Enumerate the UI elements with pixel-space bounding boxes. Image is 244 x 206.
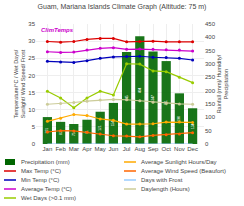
svg-text:Jan: Jan — [43, 146, 53, 152]
svg-text:50: 50 — [205, 128, 212, 134]
svg-text:ClimTemps: ClimTemps — [41, 27, 74, 33]
svg-text:5: 5 — [32, 124, 36, 130]
svg-text:Oct: Oct — [162, 146, 172, 152]
svg-text:75: 75 — [72, 132, 76, 136]
svg-text:91: 91 — [85, 130, 89, 134]
svg-text:Feb: Feb — [55, 146, 66, 152]
svg-text:400: 400 — [205, 34, 216, 40]
svg-text:200: 200 — [205, 88, 216, 94]
svg-text:Dec: Dec — [187, 146, 198, 152]
svg-text:10: 10 — [28, 107, 35, 113]
svg-text:134: 134 — [191, 123, 195, 129]
svg-text:300: 300 — [205, 61, 216, 67]
svg-text:Sep: Sep — [148, 146, 159, 152]
svg-text:30: 30 — [28, 38, 35, 44]
svg-text:20: 20 — [28, 73, 35, 79]
svg-text:Mar: Mar — [69, 146, 79, 152]
svg-text:190: 190 — [177, 116, 181, 122]
svg-text:25: 25 — [28, 55, 35, 61]
svg-text:101: 101 — [45, 128, 49, 134]
svg-text:May: May — [95, 146, 106, 152]
svg-text:Temperature/°C / Wet Days/Sunl: Temperature/°C / Wet Days/Sunlight/ Wind… — [13, 49, 26, 118]
svg-text:Average Wind Speed (Beaufort): Average Wind Speed (Beaufort) — [141, 168, 226, 174]
svg-text:Jul: Jul — [123, 146, 131, 152]
svg-text:450: 450 — [205, 21, 216, 27]
svg-text:15: 15 — [28, 90, 35, 96]
svg-text:154: 154 — [111, 121, 115, 127]
svg-text:Guam, Mariana Islands Climate: Guam, Mariana Islands Climate Graph (Alt… — [38, 3, 207, 11]
svg-text:250: 250 — [205, 74, 216, 80]
svg-text:Wet Days (>0.1 mm): Wet Days (>0.1 mm) — [21, 195, 76, 201]
svg-text:Aug: Aug — [134, 146, 145, 152]
svg-text:0: 0 — [205, 141, 209, 147]
svg-text:121: 121 — [98, 125, 102, 131]
svg-text:35: 35 — [28, 21, 35, 27]
svg-text:Max Temp (°C): Max Temp (°C) — [21, 168, 61, 174]
svg-text:404: 404 — [138, 87, 142, 93]
svg-text:350: 350 — [205, 48, 216, 54]
svg-text:Nov: Nov — [174, 146, 185, 152]
svg-text:150: 150 — [205, 101, 216, 107]
svg-text:Average Sunlight Hours/Day: Average Sunlight Hours/Day — [141, 159, 217, 165]
svg-text:311: 311 — [164, 100, 168, 105]
svg-text:Average Temp (°C): Average Temp (°C) — [21, 186, 72, 192]
svg-text:83: 83 — [59, 131, 63, 135]
svg-text:Min Temp (°C): Min Temp (°C) — [21, 177, 59, 183]
svg-text:Jun: Jun — [109, 146, 119, 152]
svg-text:Daylength (Hours): Daylength (Hours) — [141, 186, 190, 192]
svg-text:345: 345 — [125, 95, 129, 101]
svg-text:Apr: Apr — [82, 146, 91, 152]
svg-text:347: 347 — [151, 95, 155, 101]
svg-text:100: 100 — [205, 114, 216, 120]
svg-text:Days with Frost: Days with Frost — [141, 177, 183, 183]
svg-text:Precipitation (mm): Precipitation (mm) — [21, 159, 70, 165]
svg-text:Rainfall (mm)/ Humidity/Precip: Rainfall (mm)/ Humidity/Precipitation — [216, 54, 229, 113]
svg-text:0: 0 — [32, 141, 36, 147]
